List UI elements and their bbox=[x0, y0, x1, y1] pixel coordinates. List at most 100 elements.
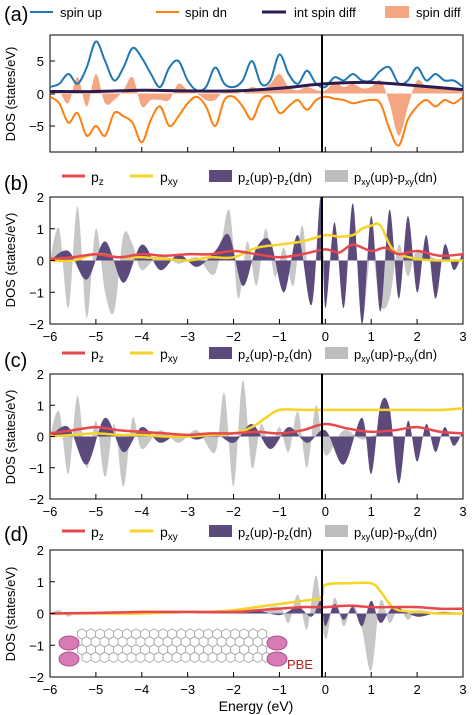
series-c-pz bbox=[50, 422, 463, 437]
lattice-hex bbox=[117, 651, 128, 664]
molecule-inset: PBE bbox=[58, 628, 313, 672]
xtick-label: −2 bbox=[226, 504, 241, 519]
legend-b-pxy-diff: pxy(up)-pxy(dn) bbox=[354, 170, 437, 187]
legend-a-spin-up: spin up bbox=[60, 5, 102, 20]
xtick-label: −2 bbox=[226, 329, 241, 344]
xticks-a bbox=[49, 147, 464, 152]
xtick-label: 1 bbox=[368, 504, 375, 519]
ytick-label: −1 bbox=[29, 285, 44, 300]
ytick-a-minus5: −5 bbox=[29, 119, 44, 134]
lattice-hex bbox=[153, 651, 164, 664]
ytick-a-0: 0 bbox=[37, 87, 44, 102]
xtick-label: −6 bbox=[43, 682, 58, 697]
ylabel-a: DOS (states/eV) bbox=[3, 47, 18, 142]
xtick-label: 2 bbox=[413, 504, 420, 519]
ytick-label: −2 bbox=[29, 317, 44, 332]
lattice-hex bbox=[108, 651, 119, 664]
panel-label-b: (b) bbox=[4, 173, 28, 195]
ytick-label: 0 bbox=[37, 607, 44, 622]
xtick-label: −6 bbox=[43, 504, 58, 519]
legend-c-pz-diff: pz(up)-pz(dn) bbox=[238, 347, 312, 364]
panel-b: (b) pz pxy pz(up)-pz(dn) pxy(up)-pxy(dn)… bbox=[3, 169, 467, 344]
legend-d: pz pxy pz(up)-pz(dn) pxy(up)-pxy(dn) bbox=[62, 524, 437, 543]
lattice-hex bbox=[225, 651, 236, 664]
xtick-label: 1 bbox=[368, 329, 375, 344]
xtick-label: −3 bbox=[180, 504, 195, 519]
lattice-hex bbox=[216, 651, 227, 664]
lattice-hex bbox=[243, 651, 254, 664]
xticks-b: −6 −5 −4 −3 −2 −1 0 1 2 3 bbox=[43, 319, 467, 344]
legend-c-pxy: pxy bbox=[160, 346, 178, 365]
ytick-label: 0 bbox=[37, 254, 44, 269]
panel-c: (c) pz pxy pz(up)-pz(dn) pxy(up)-pxy(dn)… bbox=[3, 346, 467, 519]
lattice-hex bbox=[90, 651, 101, 664]
lattice-hex bbox=[189, 651, 200, 664]
legend-c-pz: pz bbox=[91, 346, 104, 365]
legend-a: spin up spin dn int spin diff spin diff bbox=[30, 5, 461, 20]
ytick-label: 1 bbox=[37, 222, 44, 237]
panel-label-c: (c) bbox=[4, 350, 27, 372]
xtick-label: −1 bbox=[272, 504, 287, 519]
xtick-label: −3 bbox=[180, 682, 195, 697]
legend-b-pxy: pxy bbox=[160, 169, 178, 188]
ytick-label: −2 bbox=[29, 492, 44, 507]
yticks-b: 2 1 0 −1 −2 bbox=[29, 190, 55, 332]
panel-d: (d) pz pxy pz(up)-pz(dn) pxy(up)-pxy(dn) bbox=[3, 524, 467, 714]
legend-d-pz-diff: pz(up)-pz(dn) bbox=[238, 525, 312, 542]
legend-c: pz pxy pz(up)-pz(dn) pxy(up)-pxy(dn) bbox=[62, 346, 437, 365]
xtick-label: −1 bbox=[272, 329, 287, 344]
ylabel-c: DOS (states/eV) bbox=[3, 390, 18, 485]
lattice-hex bbox=[171, 651, 182, 664]
xlabel: Energy (eV) bbox=[219, 698, 294, 714]
ylabel-b: DOS (states/eV) bbox=[3, 213, 18, 308]
legend-d-pxy-diff: pxy(up)-pxy(dn) bbox=[354, 525, 437, 542]
lattice-hex bbox=[144, 651, 155, 664]
plot-area-b bbox=[50, 197, 463, 324]
xtick-label: 0 bbox=[322, 504, 329, 519]
plot-area-a bbox=[50, 35, 463, 152]
xticks-d: −6 −5 −4 −3 −2 −1 0 1 2 3 bbox=[43, 672, 467, 697]
series-b-pxy bbox=[50, 222, 463, 263]
lattice-hex bbox=[162, 651, 173, 664]
lattice-hex bbox=[252, 651, 263, 664]
xtick-label: −4 bbox=[134, 504, 149, 519]
xtick-label: 2 bbox=[413, 682, 420, 697]
ytick-label: 2 bbox=[37, 190, 44, 205]
series-d-pxy-diff bbox=[50, 575, 463, 672]
legend-b-pz-diff: pz(up)-pz(dn) bbox=[238, 170, 312, 187]
series-a-spin-up bbox=[50, 40, 463, 92]
ytick-label: 0 bbox=[37, 430, 44, 445]
xtick-label: 3 bbox=[459, 682, 466, 697]
series-c-pxy-diff bbox=[50, 380, 463, 487]
ytick-a-5: 5 bbox=[37, 54, 44, 69]
ytick-label: 1 bbox=[37, 398, 44, 413]
series-d-pz bbox=[50, 604, 463, 615]
legend-a-int-spin-diff: int spin diff bbox=[294, 5, 356, 20]
ytick-label: 1 bbox=[37, 575, 44, 590]
xtick-label: 0 bbox=[322, 329, 329, 344]
lattice-hex bbox=[198, 651, 209, 664]
xticks-c: −6 −5 −4 −3 −2 −1 0 1 2 3 bbox=[43, 494, 467, 519]
ytick-label: −1 bbox=[29, 638, 44, 653]
series-b-pz-diff bbox=[50, 197, 463, 324]
panel-a: (a) spin up spin dn int spin diff spin d… bbox=[3, 4, 464, 153]
xtick-label: 3 bbox=[459, 329, 466, 344]
lattice-hex bbox=[234, 651, 245, 664]
xtick-label: 0 bbox=[322, 682, 329, 697]
series-a-spin-diff bbox=[50, 73, 463, 136]
panel-label-d: (d) bbox=[4, 524, 28, 546]
yticks-c: 2 1 0 −1 −2 bbox=[29, 367, 55, 507]
legend-a-spin-diff: spin diff bbox=[416, 5, 461, 20]
series-b-pz bbox=[50, 243, 463, 261]
xtick-label: −4 bbox=[134, 329, 149, 344]
legend-a-spin-dn: spin dn bbox=[185, 5, 227, 20]
series-a-int-spin-diff bbox=[50, 80, 463, 94]
lattice-hex bbox=[180, 651, 191, 664]
xtick-label: −1 bbox=[272, 682, 287, 697]
legend-d-pz: pz bbox=[91, 524, 104, 543]
legend-b-pz: pz bbox=[91, 169, 104, 188]
lattice-hex bbox=[126, 651, 137, 664]
xtick-label: 1 bbox=[368, 682, 375, 697]
plot-area-d bbox=[50, 550, 463, 677]
